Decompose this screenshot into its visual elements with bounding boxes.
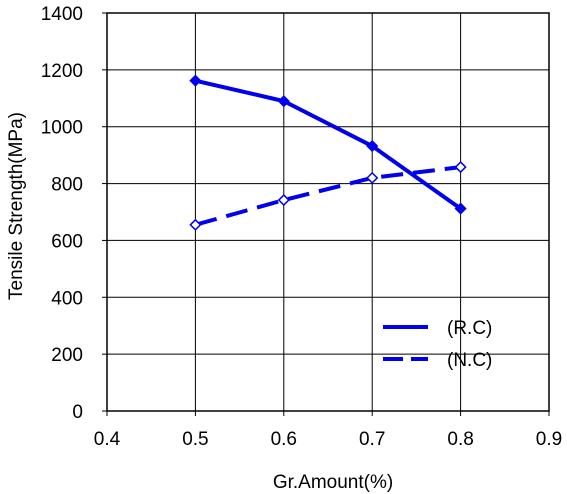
x-tick-label: 0.6 (271, 429, 297, 450)
plot-area (106, 12, 550, 412)
series-layer (189, 74, 467, 231)
data-point (189, 218, 202, 231)
y-tick-label: 600 (51, 231, 83, 252)
x-tick-label: 0.9 (536, 429, 562, 450)
data-point (366, 171, 379, 184)
legend-label: (N.C) (447, 350, 492, 371)
data-point (454, 202, 467, 215)
series-1 (189, 74, 467, 215)
x-axis-ticks: 0.4 0.5 0.6 0.7 0.8 0.9 (94, 411, 562, 450)
y-tick-label: 400 (51, 288, 83, 309)
y-tick-label: 1400 (41, 4, 83, 25)
y-axis-ticks: 0 200 400 600 800 1000 1200 1400 (41, 4, 107, 423)
series-line (194, 165, 461, 227)
x-tick-label: 0.7 (359, 429, 385, 450)
y-tick-label: 0 (72, 402, 83, 423)
data-point (454, 161, 467, 174)
data-point (277, 95, 290, 108)
x-tick-label: 0.8 (447, 429, 473, 450)
series-line (194, 78, 462, 211)
series-2 (189, 161, 467, 231)
y-axis-title: Tensile Strength(MPa) (6, 112, 27, 300)
x-axis-title: Gr.Amount(%) (273, 472, 393, 493)
data-point (277, 193, 290, 207)
legend: (R.C) (N.C) (383, 318, 492, 371)
y-tick-label: 800 (51, 175, 83, 196)
x-tick-label: 0.5 (182, 429, 208, 450)
y-tick-label: 1000 (41, 118, 83, 139)
x-tick-label: 0.4 (94, 429, 121, 450)
data-point (366, 139, 379, 153)
legend-label: (R.C) (447, 318, 492, 339)
y-tick-label: 1200 (41, 61, 83, 82)
y-tick-label: 200 (51, 345, 83, 366)
data-point (189, 74, 202, 87)
